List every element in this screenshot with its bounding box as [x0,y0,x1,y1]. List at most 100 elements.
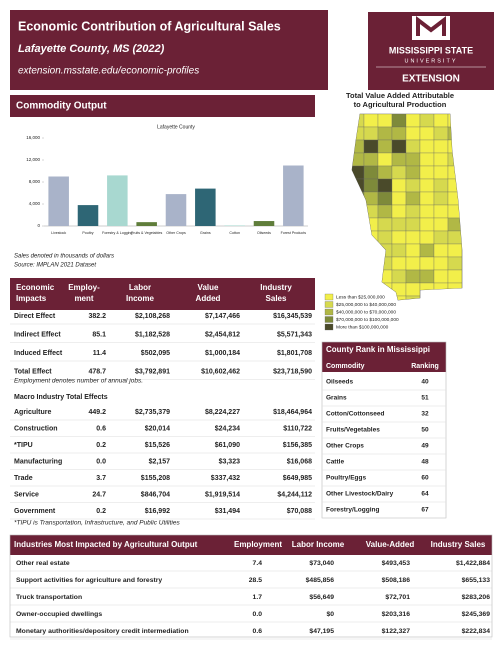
county [377,230,393,245]
table-cell: Poultry/Eggs [326,475,366,482]
table-cell: Direct Effect [14,313,56,320]
x-tick-label: Poultry [82,231,93,235]
note: *TIPU is Transportation, Infrastructure,… [14,520,180,527]
y-tick-label: 16,000 [26,135,40,140]
county [419,114,435,128]
table-cell: $2,735,379 [135,409,170,416]
legend-label: $25,000,000 to $40,000,000 [336,302,396,308]
bar [253,221,275,226]
bar [77,205,99,226]
logo-text: MISSISSIPPI STATE [389,45,473,55]
table-cell: $155,208 [141,475,170,482]
table-cell: $502,095 [141,350,170,357]
table-cell: Indirect Effect [14,331,61,338]
table-cell: 449.2 [88,409,106,416]
table-cell: $3,323 [219,458,241,465]
table-cell: 32 [421,411,429,418]
table-cell: Service [14,491,39,498]
county [391,126,407,141]
legend-label: $70,000,000 to $100,000,000 [336,317,399,323]
county [363,178,379,193]
table-header [322,342,446,358]
x-tick-label: Grains [200,231,211,235]
column-header: Industries Most Impacted by Agricultural… [14,540,198,549]
county [433,191,449,206]
county [419,126,435,141]
table-cell: 3.7 [96,475,106,482]
table-cell: $2,108,268 [135,313,170,320]
county [419,217,435,232]
county [433,126,449,141]
county [433,204,449,219]
county [405,152,421,167]
county [405,282,421,297]
county [391,191,407,206]
table-cell: 1.7 [253,594,263,601]
county [391,256,407,271]
county [363,126,379,141]
table-cell: $283,206 [462,594,491,601]
table-cell: Total Effect [14,368,52,375]
county [419,178,435,193]
table-cell: 0.6 [96,425,106,432]
bar [107,175,128,226]
table-cell: 40 [421,379,429,386]
x-tick-label: Cotton [229,231,240,235]
county [391,204,407,219]
county [405,178,421,193]
column-header: Ranking [411,363,439,370]
table-cell: $110,722 [283,425,312,432]
table-cell: 7.4 [253,560,263,567]
county [419,152,435,167]
table-cell: $4,244,112 [277,491,312,498]
table-cell: $7,147,466 [205,313,240,320]
county: Lafayette County, MS (2022) [18,43,165,55]
county [405,295,421,300]
table-cell: $508,186 [382,577,411,584]
table-cell: $846,704 [141,491,170,498]
x-tick-label: Forestry & Logging [102,231,132,235]
county [433,139,449,154]
legend-label: Less than $25,000,000 [336,294,385,300]
county [433,178,449,193]
table-cell: $56,649 [309,594,334,601]
y-tick-label: 4,000 [29,201,41,206]
table-cell: $493,453 [382,560,411,567]
table-cell: Oilseeds [326,379,353,386]
table-title: County Rank in Mississippi [326,345,430,354]
table-cell: $10,602,462 [201,368,240,375]
county [405,204,421,219]
table-cell: $122,327 [382,628,411,635]
county [377,191,393,206]
table-cell: $649,985 [283,475,312,482]
county [447,230,462,245]
table-cell: $18,464,964 [273,409,312,416]
table-cell: $23,718,590 [273,368,312,375]
table-cell: 85.1 [92,331,106,338]
county [447,243,462,258]
county [377,204,393,219]
county [405,269,421,284]
table-cell: Truck transportation [16,594,82,601]
x-tick-label: Fruits & Vegetables [131,231,162,235]
table-cell: 478.7 [88,368,106,375]
legend-swatch [324,301,334,308]
county [419,191,435,206]
county [391,269,407,284]
table-cell: $222,834 [462,628,491,635]
county [391,152,407,167]
county [391,230,407,245]
bar [195,188,216,226]
county [405,230,421,245]
county [447,269,462,284]
table-cell: 0.6 [253,628,263,635]
table-cell: $337,432 [211,475,240,482]
county [405,217,421,232]
table-cell: $1,422,884 [456,560,490,567]
table-cell: Cotton/Cottonseed [326,411,385,418]
table-cell: $8,224,227 [205,409,240,416]
county [377,114,393,128]
table-cell: *TIPU [14,442,33,449]
table-cell: 50 [421,427,429,434]
table-cell: $20,014 [145,425,170,432]
